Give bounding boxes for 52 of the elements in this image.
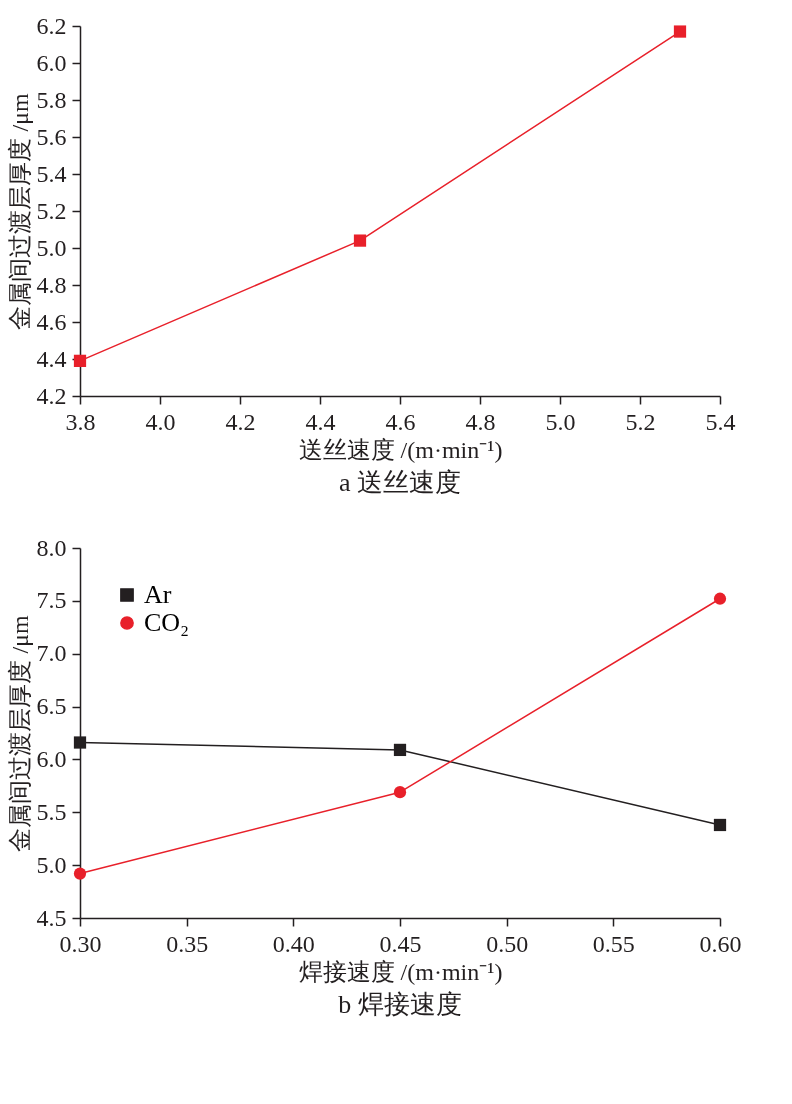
y-tick-label: 6.5 (36, 693, 67, 720)
text: b 焊接速度 (338, 990, 462, 1019)
y-tick-label: 4.8 (36, 271, 67, 298)
y-tick-label: 5.4 (36, 160, 67, 187)
y-tick-label: 6.0 (36, 49, 67, 76)
x-axis-title: 送丝速度 /(m·min⁻¹) (298, 436, 503, 463)
x-tick-label: 0.50 (486, 930, 529, 957)
x-tick-label: 5.0 (545, 408, 576, 435)
y-tick-label: 7.5 (36, 587, 67, 614)
y-tick-label: 4.2 (36, 382, 67, 409)
y-tick-label: 5.0 (36, 851, 67, 878)
x-tick-label: 0.40 (272, 930, 315, 957)
x-tick-label: 0.45 (379, 930, 422, 957)
x-tick-label: 4.8 (465, 408, 496, 435)
x-tick-label: 0.35 (166, 930, 209, 957)
y-tick-label: 6.2 (36, 12, 67, 39)
x-tick-label: 3.8 (65, 408, 96, 435)
y-tick-label: 5.8 (36, 86, 67, 113)
y-tick-label: 8.0 (36, 534, 67, 561)
y-axis-title: 金属间过渡层厚度 /μm (6, 93, 33, 330)
point (393, 786, 407, 799)
x-axis-title: 焊接速度 /(m·min⁻¹) (298, 958, 503, 985)
point (673, 25, 687, 38)
y-axis-title: 金属间过渡层厚度 /μm (6, 615, 33, 852)
point (713, 592, 727, 605)
y-tick-label: 4.4 (36, 345, 67, 372)
point (73, 354, 87, 367)
x-tick-label: 4.2 (225, 408, 256, 435)
point (73, 736, 87, 749)
x-tick-label: 4.6 (385, 408, 416, 435)
x-tick-label: 5.4 (705, 408, 736, 435)
y-tick-label: 4.5 (36, 904, 67, 931)
x-tick-label: 5.2 (625, 408, 656, 435)
x-tick-label: 0.55 (592, 930, 635, 957)
point (713, 818, 727, 832)
x-tick-label: 4.0 (145, 408, 176, 435)
point (393, 743, 407, 757)
y-tick-label: 5.6 (36, 123, 67, 150)
x-tick-label: 0.30 (59, 930, 102, 957)
point (353, 234, 367, 247)
y-tick-label: 5.5 (36, 798, 67, 825)
y-tick-label: 6.0 (36, 745, 67, 772)
legend-label: Ar (144, 580, 172, 609)
y-tick-label: 4.6 (36, 308, 67, 335)
y-tick-label: 7.0 (36, 640, 67, 667)
x-tick-label: 4.4 (305, 408, 336, 435)
legend-label: CO₂ (144, 608, 190, 637)
y-tick-label: 5.0 (36, 234, 67, 261)
point (73, 867, 87, 880)
x-tick-label: 0.60 (699, 930, 742, 957)
y-tick-label: 5.2 (36, 197, 67, 224)
text: a 送丝速度 (338, 468, 462, 497)
